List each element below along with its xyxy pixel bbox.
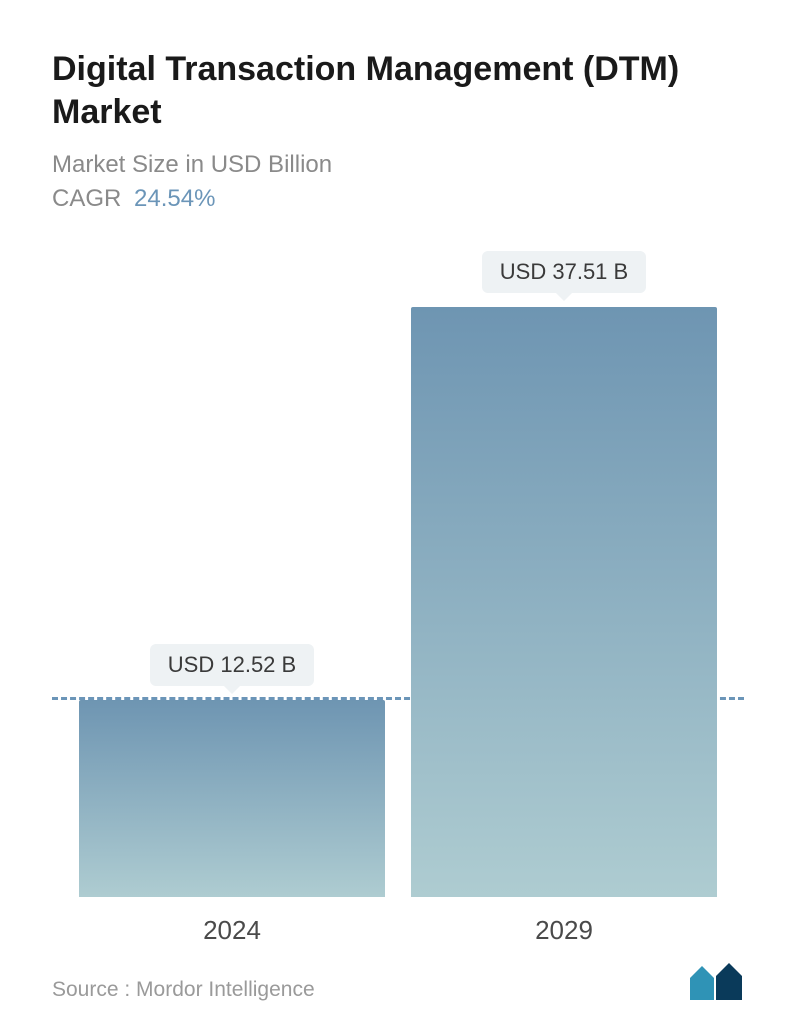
chart-subtitle: Market Size in USD Billion [52,151,744,179]
source-text: Source : Mordor Intelligence [52,978,315,1002]
x-axis-labels: 2024 2029 [52,897,744,946]
mordor-logo-icon [688,962,744,1002]
cagr-value: 24.54% [134,185,215,212]
bar-group: USD 37.51 B [411,237,716,897]
bars-container: USD 12.52 B USD 37.51 B [52,237,744,897]
bar-value-label: USD 37.51 B [482,251,646,293]
chart-footer: Source : Mordor Intelligence [52,962,744,1002]
chart-title: Digital Transaction Management (DTM) Mar… [52,48,744,133]
cagr-row: CAGR 24.54% [52,185,744,213]
bar [411,307,716,897]
x-axis-label: 2029 [411,915,716,946]
cagr-label: CAGR [52,185,121,212]
bar-value-label: USD 12.52 B [150,644,314,686]
bar-group: USD 12.52 B [79,237,384,897]
bar [79,700,384,897]
chart-area: USD 12.52 B USD 37.51 B [52,237,744,897]
x-axis-label: 2024 [79,915,384,946]
